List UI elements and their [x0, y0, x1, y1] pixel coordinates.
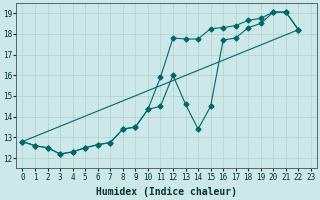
X-axis label: Humidex (Indice chaleur): Humidex (Indice chaleur): [96, 187, 237, 197]
